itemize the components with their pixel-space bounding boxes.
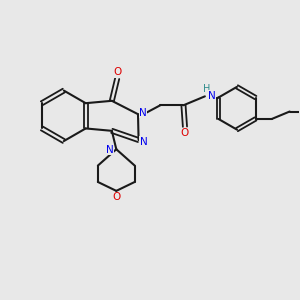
- Text: O: O: [113, 67, 121, 77]
- Text: H: H: [203, 84, 210, 94]
- Text: O: O: [112, 192, 120, 203]
- Text: N: N: [208, 91, 215, 101]
- Text: N: N: [139, 108, 147, 118]
- Text: N: N: [140, 136, 148, 146]
- Text: N: N: [106, 145, 114, 155]
- Text: O: O: [181, 128, 189, 138]
